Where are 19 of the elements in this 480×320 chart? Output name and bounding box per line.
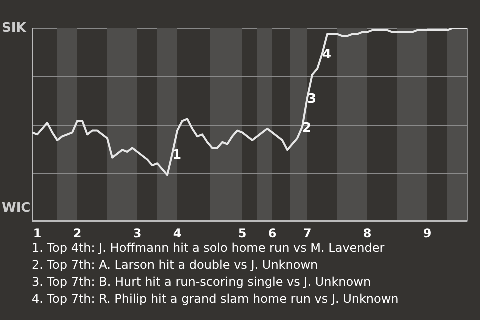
x-tick-label: 2	[73, 226, 82, 240]
text: 2. Top 7th: A. Larson hit a double vs J. Unknown	[32, 258, 318, 272]
x-tick-label: 3	[133, 226, 142, 240]
x-tick-label: 6	[268, 226, 277, 240]
annotation: 1	[172, 148, 182, 163]
x-tick-label: 9	[423, 226, 432, 240]
x-tick-label: 5	[238, 226, 247, 240]
annotation: 3	[308, 92, 317, 107]
text: 1. Top 4th: J. Hoffmann hit a solo home run vs M. Lavender	[32, 241, 385, 255]
x-tick-label: 1	[33, 226, 42, 240]
text: SIK	[2, 20, 26, 38]
text: 3. Top 7th: B. Hurt hit a run-scoring single vs J. Unknown	[32, 275, 372, 289]
annotation: 4	[322, 48, 332, 63]
text: 4. Top 7th: R. Philip hit a grand slam home run vs J. Unknown	[32, 292, 399, 306]
x-tick-label: 7	[303, 226, 312, 240]
text: WIC	[2, 200, 31, 218]
x-tick-label: 4	[173, 226, 182, 240]
x-tick-label: 8	[363, 226, 372, 240]
annotation: 2	[302, 120, 312, 136]
